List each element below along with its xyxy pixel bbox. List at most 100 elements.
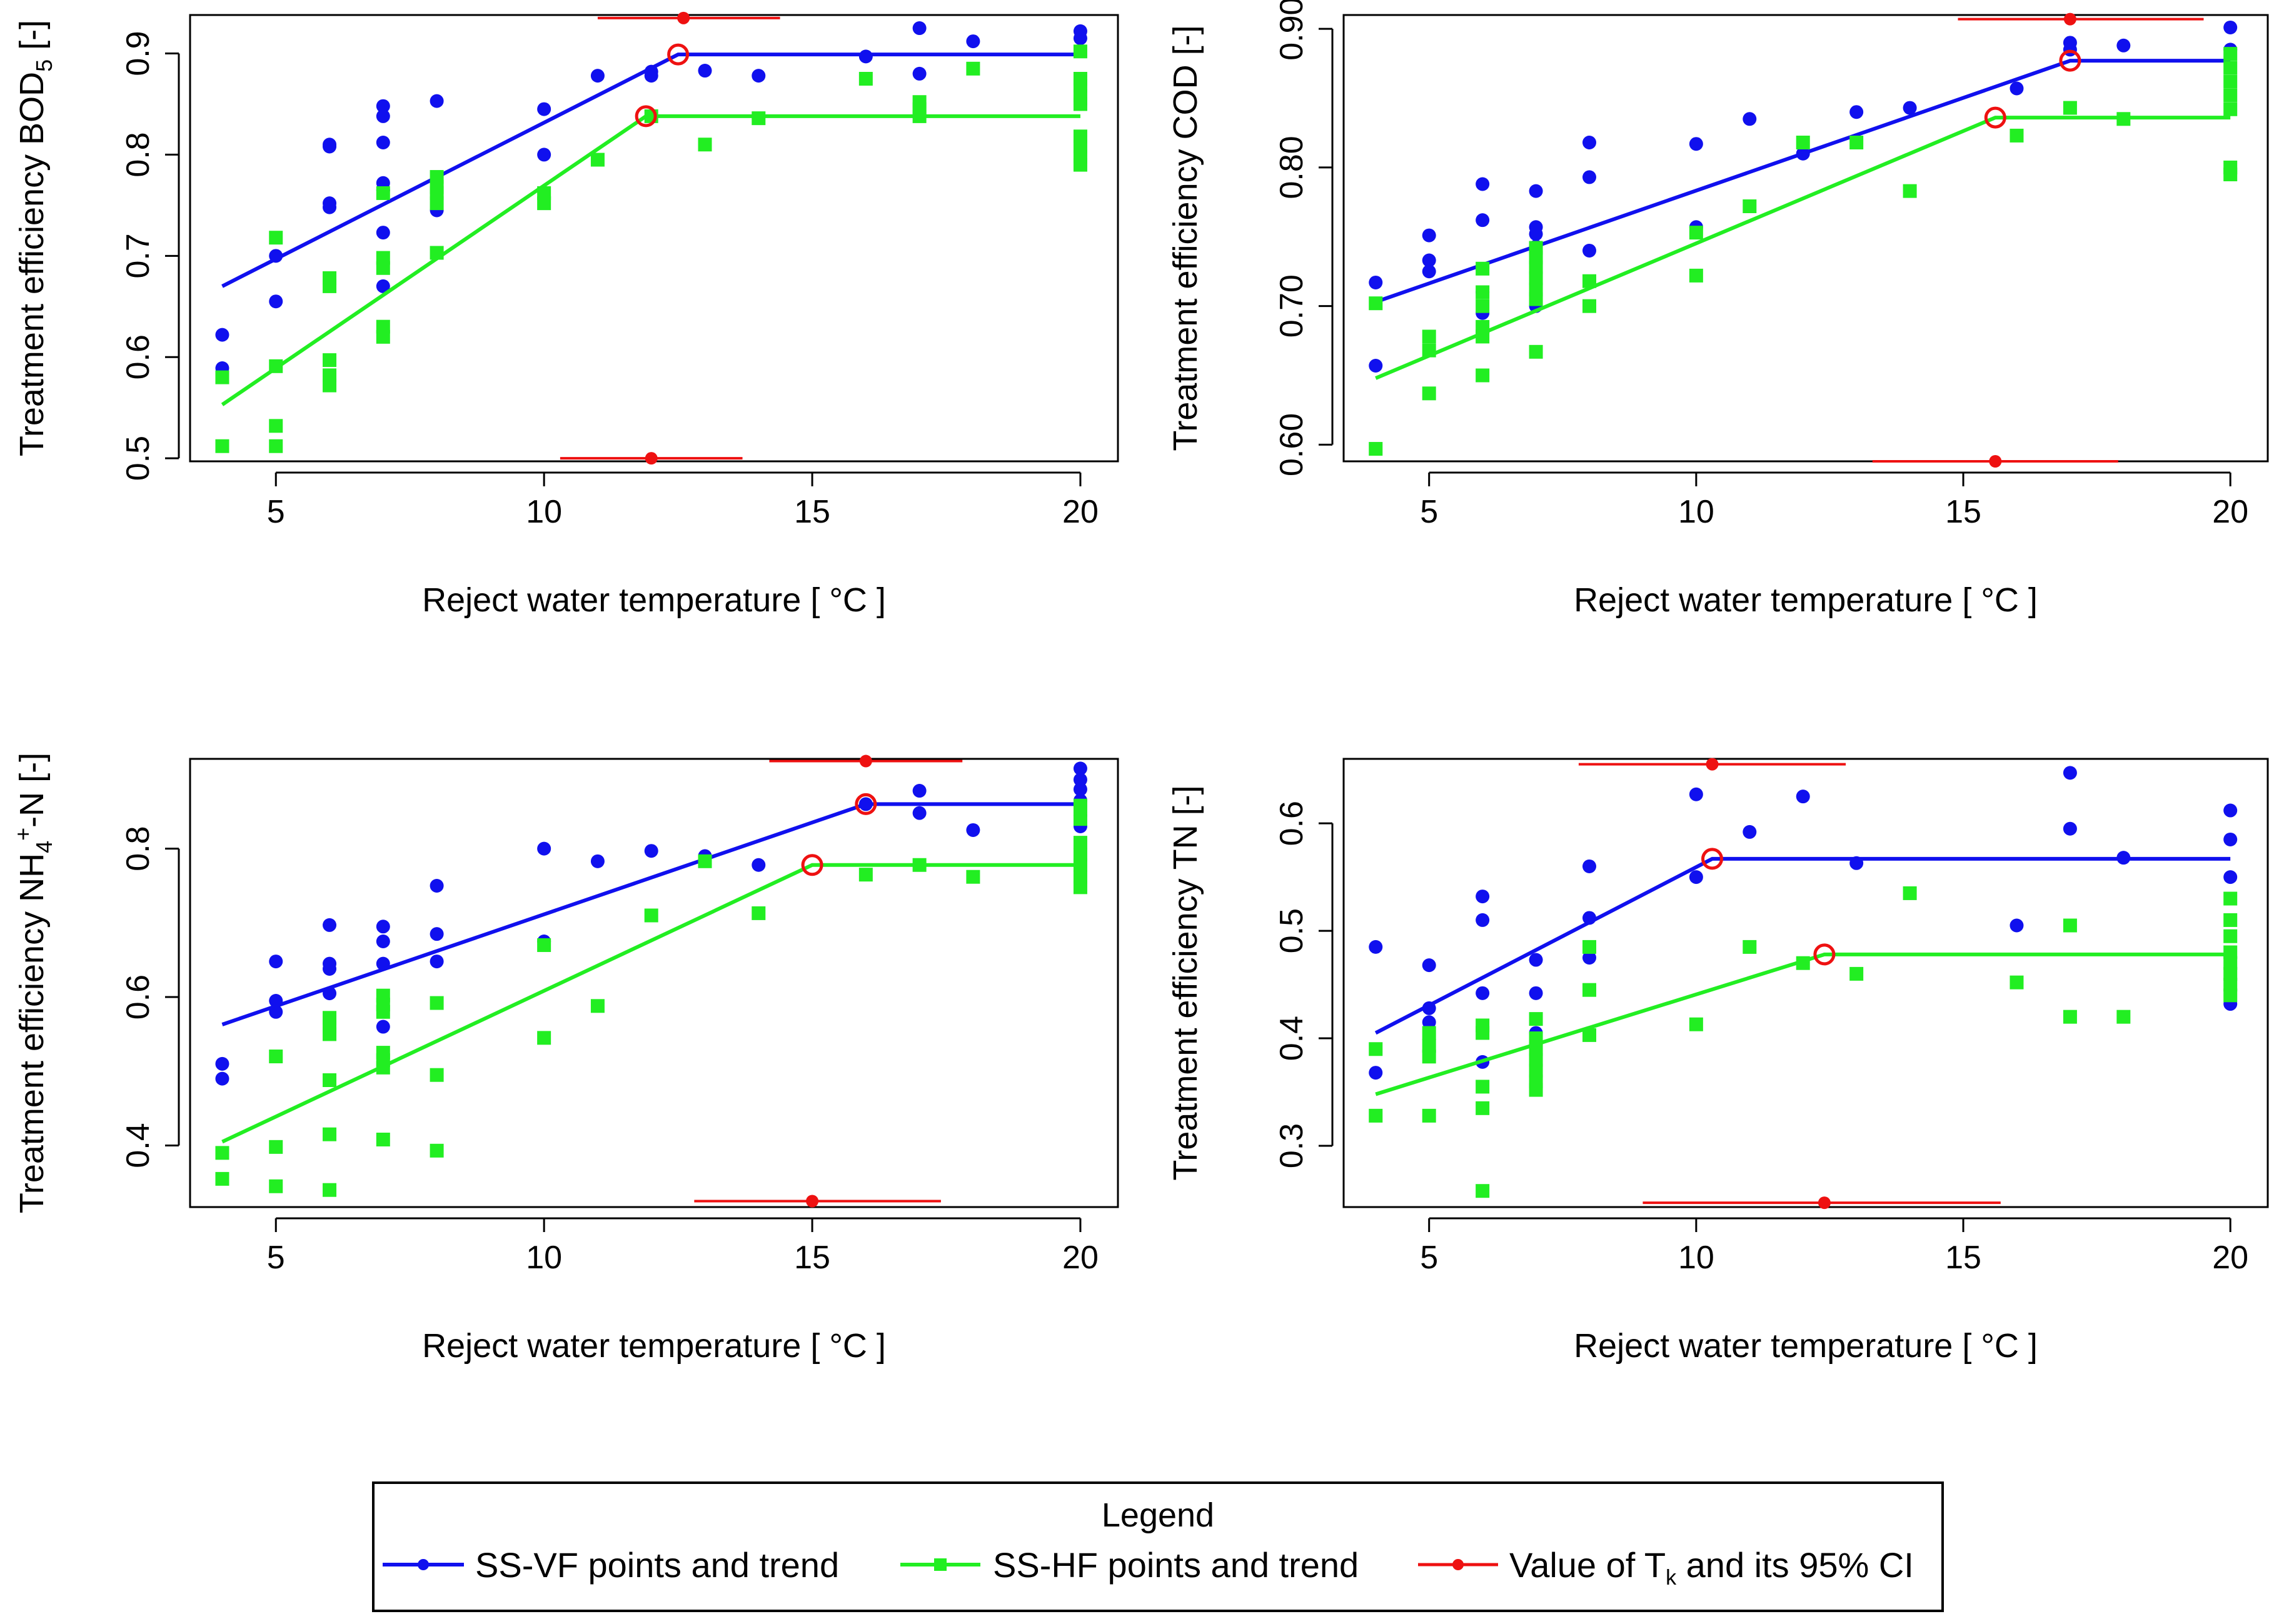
data-point-hf [1073,812,1087,826]
ci-vf [597,11,780,24]
breakpoint-marker-hf [635,105,657,128]
data-point-hf [1582,1028,1596,1042]
data-point-vf [1422,1015,1436,1030]
ci-hf [694,1195,941,1208]
data-point-hf [2223,74,2238,89]
data-point-hf [1073,44,1087,59]
data-point-vf [430,94,444,108]
ci-vf [769,754,963,768]
data-point-hf [2223,891,2238,906]
legend-ci-label-sub: k [1666,1566,1677,1590]
data-point-hf [215,1171,229,1186]
y-tick-label: 0.4 [1274,1016,1310,1061]
data-point-vf [1689,137,1703,151]
data-point-hf [323,1127,337,1141]
x-tick-label: 20 [2212,1240,2248,1276]
breakpoint-marker-vf [667,43,690,66]
data-point-hf [2223,168,2238,181]
data-point-hf [1689,226,1703,240]
data-point-hf [2223,61,2238,75]
trend-line-hf [221,114,1080,406]
data-point-vf [376,920,390,934]
data-point-hf [1743,199,1757,213]
data-point-vf [1369,359,1383,373]
data-point-vf [1582,170,1596,184]
legend-hf-label: SS-HF points and trend [993,1545,1359,1585]
data-point-hf [1422,1050,1436,1064]
data-point-vf [1582,911,1596,925]
x-axis-label: Reject water temperature [ °C ] [1574,581,2038,619]
data-point-vf [323,918,337,932]
data-point-hf [269,359,283,373]
data-point-vf [1476,913,1490,927]
ci-point [1818,1196,1831,1210]
data-point-hf [1422,343,1436,358]
data-point-hf [1476,329,1490,344]
data-point-vf [1529,986,1543,1000]
data-point-hf [1422,1039,1436,1053]
data-point-hf [1476,1101,1490,1115]
data-point-hf [323,1073,337,1088]
data-point-vf [1582,951,1596,965]
legend-item-ci: Value of Tk and its 95% CI [1418,1545,1914,1590]
data-point-vf [1422,958,1436,973]
ci-point [806,1195,819,1208]
data-point-hf [2223,966,2238,981]
legend-ci-marker [1452,1559,1464,1570]
ci-point [677,11,690,24]
data-point-hf [2116,1010,2131,1024]
data-point-vf [323,200,337,214]
data-point-vf [2010,81,2024,96]
y-tick-label: 0.60 [1274,413,1310,476]
data-point-vf [1073,31,1087,46]
data-point-hf [430,1143,444,1158]
x-tick-label: 5 [267,1240,285,1276]
data-point-hf [966,870,980,884]
data-point-vf [912,66,927,81]
data-point-hf [1476,1184,1490,1198]
legend-vf-marker [418,1559,429,1570]
data-point-vf [430,955,444,969]
ci-point [2063,13,2076,26]
data-point-vf [215,328,229,342]
data-point-vf [376,1020,390,1034]
x-tick-label: 20 [2212,494,2248,530]
data-point-vf [1073,761,1087,776]
data-point-hf [2223,978,2238,992]
series-hf [215,798,1087,1197]
data-point-vf [1422,228,1436,243]
y-tick-label: 0.8 [120,132,156,177]
data-point-vf [1582,243,1596,258]
breakpoint-marker-hf [1813,943,1836,966]
data-point-vf [430,927,444,941]
data-point-vf [858,797,873,811]
data-point-hf [2223,929,2238,943]
y-tick-label: 0.70 [1274,274,1310,338]
data-point-hf [430,1068,444,1082]
data-point-vf [2223,870,2238,885]
y-tick-label: 0.8 [120,826,156,871]
data-point-hf [1529,344,1543,359]
data-point-vf [590,854,605,868]
data-point-hf [1849,966,1864,981]
data-point-vf [644,844,658,858]
plot-frame [1342,758,2269,1208]
data-point-hf [323,378,337,393]
ci-vf [1958,13,2204,26]
trend-line-vf [221,53,1080,288]
data-point-hf [2010,975,2024,990]
data-point-vf [1529,184,1543,198]
data-point-vf [1369,275,1383,289]
ci-point [1989,455,2002,468]
y-axis-label-part-1: 4 [31,841,57,853]
trend-line-hf [1375,116,2231,380]
data-point-hf [1582,940,1596,954]
data-point-vf [215,1056,229,1071]
data-point-hf [590,153,605,167]
data-point-vf [644,69,658,83]
data-point-hf [376,1005,390,1019]
data-point-hf [323,1183,337,1197]
data-point-hf [269,439,283,453]
data-point-hf [2063,918,2077,933]
